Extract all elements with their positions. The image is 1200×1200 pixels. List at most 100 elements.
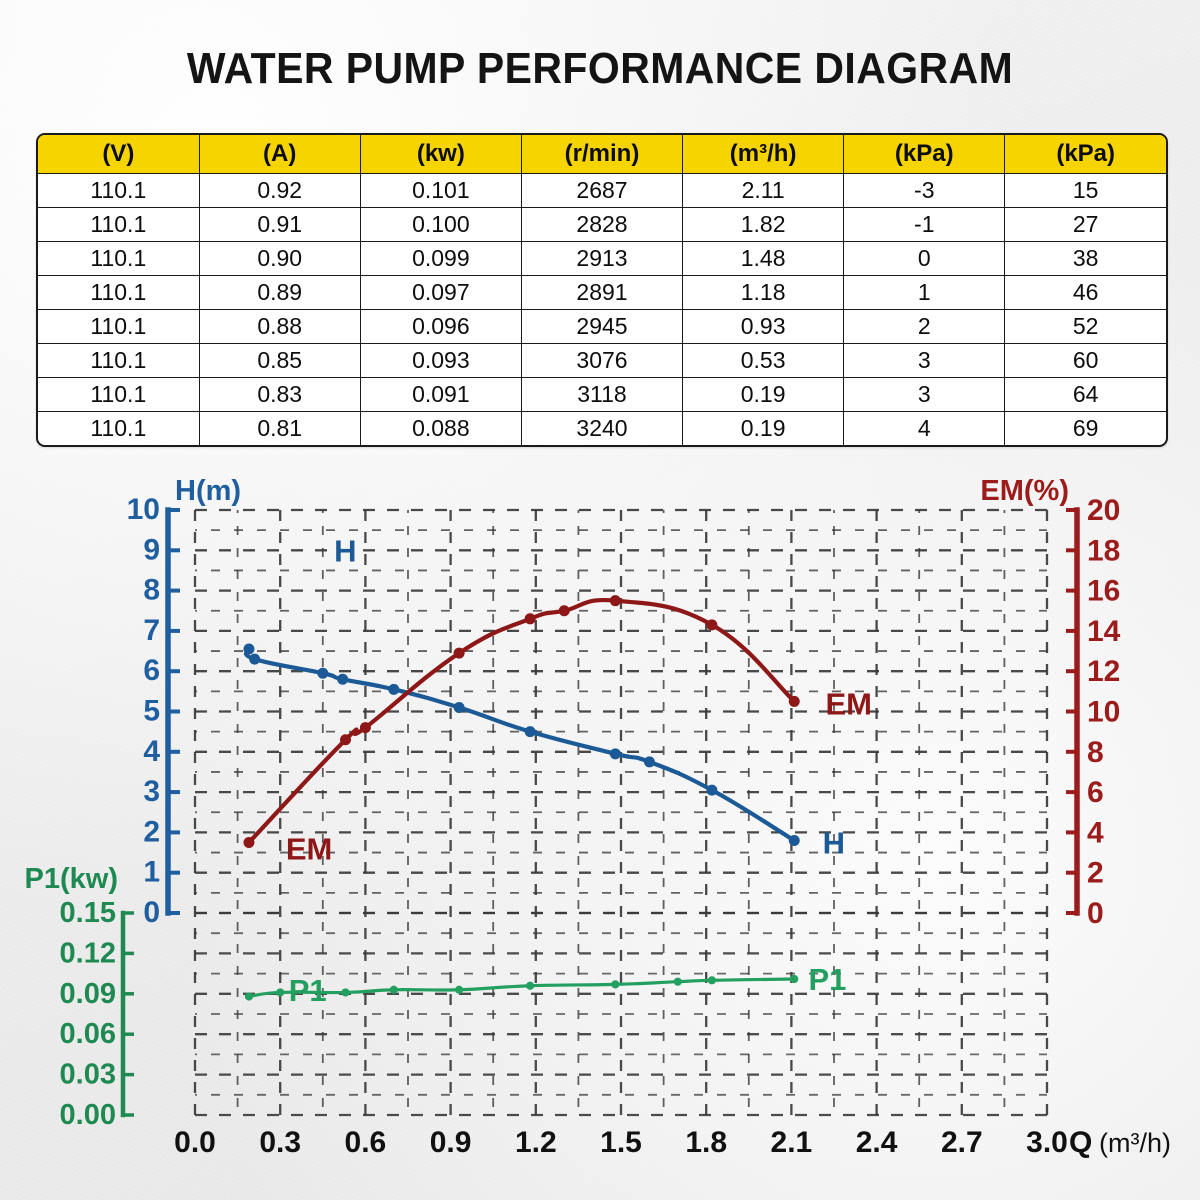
table-cell: 2.11 bbox=[682, 173, 845, 208]
data-point-h bbox=[453, 701, 465, 713]
table-body: 110.1 0.92 0.101 2687 2.11 -3 15 110.1 0.91 0.100… bbox=[38, 173, 1166, 445]
table-cell: 0.100 bbox=[359, 207, 522, 242]
data-point-em bbox=[524, 613, 536, 625]
data-point-p1 bbox=[276, 988, 285, 997]
em-axis-tick-label: 10 bbox=[1087, 696, 1120, 729]
inline-series-label: EM bbox=[825, 686, 872, 721]
table-column-header: (kw) bbox=[359, 135, 522, 174]
series-p1 bbox=[244, 974, 799, 1001]
table-row: 110.1 0.83 0.091 3118 0.19 3 64 bbox=[38, 377, 1166, 412]
performance-chart: 0 1 2 3 4 5 6 7 8 9 10 H(m) 0.00 0.03 0.06 0.09 0.12 0.15… bbox=[0, 455, 1200, 1200]
table-cell: 38 bbox=[1004, 241, 1166, 276]
data-point-h bbox=[337, 673, 349, 685]
table-cell: -3 bbox=[843, 173, 1006, 208]
series-h bbox=[243, 643, 800, 846]
h-axis-tick-label: 2 bbox=[143, 815, 160, 848]
data-point-h bbox=[524, 726, 536, 738]
table-cell: 0.099 bbox=[359, 241, 522, 276]
data-point-p1 bbox=[611, 980, 620, 989]
table-cell: 1.18 bbox=[682, 275, 845, 310]
x-axis-tick-label: 3.0 bbox=[1026, 1126, 1068, 1159]
data-point-p1 bbox=[341, 988, 350, 997]
table-column-header: (A) bbox=[198, 135, 361, 174]
table-cell: 0.53 bbox=[682, 343, 845, 378]
axis-em: 0 2 4 6 8 10 12 14 16 18 20 EM(%) bbox=[980, 475, 1120, 930]
inline-series-label: P1 bbox=[289, 973, 327, 1008]
h-axis-tick-label: 10 bbox=[127, 493, 160, 526]
table-column-header: (kPa) bbox=[1004, 135, 1166, 174]
performance-data-table: (V) (A) (kw) (r/min) (m³/h) (kPa) (kPa) 110.1 0… bbox=[36, 133, 1168, 447]
x-axis-unit-label: (m³/h) bbox=[1099, 1128, 1171, 1158]
table-row: 110.1 0.90 0.099 2913 1.48 0 38 bbox=[38, 241, 1166, 276]
data-point-p1 bbox=[707, 976, 716, 985]
em-axis-tick-label: 4 bbox=[1087, 816, 1104, 849]
em-axis-tick-label: 6 bbox=[1087, 776, 1104, 809]
table-cell: 0.19 bbox=[682, 411, 845, 445]
p1-axis-tick-label: 0.09 bbox=[60, 978, 116, 1010]
table-row: 110.1 0.89 0.097 2891 1.18 1 46 bbox=[38, 275, 1166, 310]
table-cell: 110.1 bbox=[38, 309, 200, 344]
table-cell: 0.90 bbox=[198, 241, 361, 276]
data-point-p1 bbox=[790, 974, 799, 984]
data-point-h bbox=[243, 643, 255, 655]
table-cell: 110.1 bbox=[38, 377, 200, 412]
table-cell: 0.91 bbox=[198, 207, 361, 242]
chart-inline-labels: H H EM EM P1 P1 bbox=[286, 533, 872, 1007]
table-cell: 1 bbox=[843, 275, 1006, 310]
inline-series-label: H bbox=[334, 533, 356, 568]
table-row: 110.1 0.81 0.088 3240 0.19 4 69 bbox=[38, 411, 1166, 445]
em-axis-tick-label: 20 bbox=[1087, 494, 1120, 527]
table-row: 110.1 0.92 0.101 2687 2.11 -3 15 bbox=[38, 173, 1166, 208]
h-axis-tick-label: 7 bbox=[143, 614, 160, 647]
table-cell: 2828 bbox=[520, 207, 684, 242]
data-point-em bbox=[340, 734, 352, 746]
data-point-h bbox=[788, 834, 800, 846]
axis-x: 0.0 0.3 0.6 0.9 1.2 1.5 1.8 2.1 2.4 2.7 3.0 Q (m³/h) bbox=[174, 1126, 1171, 1159]
x-axis-symbol: Q bbox=[1069, 1126, 1092, 1159]
series-line-h bbox=[243, 646, 797, 843]
em-axis-title: EM(%) bbox=[980, 475, 1069, 507]
data-point-h bbox=[643, 756, 655, 768]
table-cell: 0.19 bbox=[682, 377, 845, 412]
table-cell: 0.85 bbox=[198, 343, 361, 378]
data-point-p1 bbox=[455, 985, 464, 994]
p1-axis-tick-label: 0.00 bbox=[60, 1099, 116, 1131]
em-axis-tick-label: 14 bbox=[1087, 615, 1121, 648]
x-axis-tick-label: 1.5 bbox=[600, 1126, 642, 1159]
h-axis-tick-label: 6 bbox=[143, 654, 160, 687]
table-column-header: (m³/h) bbox=[682, 135, 845, 174]
page-title: WATER PUMP PERFORMANCE DIAGRAM bbox=[186, 44, 1014, 93]
inline-series-label: EM bbox=[286, 832, 333, 867]
series-line-em bbox=[246, 597, 797, 845]
data-point-p1 bbox=[389, 985, 398, 994]
data-point-em bbox=[788, 695, 800, 707]
table-cell: 1.82 bbox=[682, 207, 845, 242]
chart-svg: 012345678910H(m)0.000.030.060.090.120.15… bbox=[25, 475, 1171, 1159]
table-cell: 0.088 bbox=[359, 411, 522, 445]
table-cell: 46 bbox=[1004, 275, 1166, 310]
table-cell: 110.1 bbox=[38, 207, 200, 242]
table-header-row: (V) (A) (kw) (r/min) (m³/h) (kPa) (kPa) bbox=[38, 135, 1166, 174]
p1-axis-tick-label: 0.03 bbox=[60, 1059, 116, 1091]
series-em bbox=[243, 595, 800, 848]
table-cell: 0.88 bbox=[198, 309, 361, 344]
table-row: 110.1 0.88 0.096 2945 0.93 2 52 bbox=[38, 309, 1166, 344]
table-cell: 3076 bbox=[520, 343, 684, 378]
table-column-header: (V) bbox=[38, 135, 200, 174]
em-axis-tick-label: 18 bbox=[1087, 534, 1120, 567]
table-cell: 64 bbox=[1004, 377, 1166, 412]
table-header: (V) (A) (kw) (r/min) (m³/h) (kPa) (kPa) bbox=[38, 135, 1166, 174]
table-cell: 60 bbox=[1004, 343, 1166, 378]
em-axis-tick-label: 8 bbox=[1087, 736, 1104, 769]
x-axis-tick-label: 2.4 bbox=[856, 1126, 898, 1159]
table-cell: 0.92 bbox=[198, 173, 361, 208]
inline-series-label: H bbox=[823, 825, 845, 860]
table-cell: 1.48 bbox=[682, 241, 845, 276]
h-axis-tick-label: 9 bbox=[143, 533, 160, 566]
table-cell: 2891 bbox=[520, 275, 684, 310]
table-cell: 0.101 bbox=[359, 173, 522, 208]
spec-table: (V) (A) (kw) (r/min) (m³/h) (kPa) (kPa) 110.1 0… bbox=[38, 135, 1166, 445]
p1-axis-tick-label: 0.06 bbox=[60, 1018, 116, 1050]
